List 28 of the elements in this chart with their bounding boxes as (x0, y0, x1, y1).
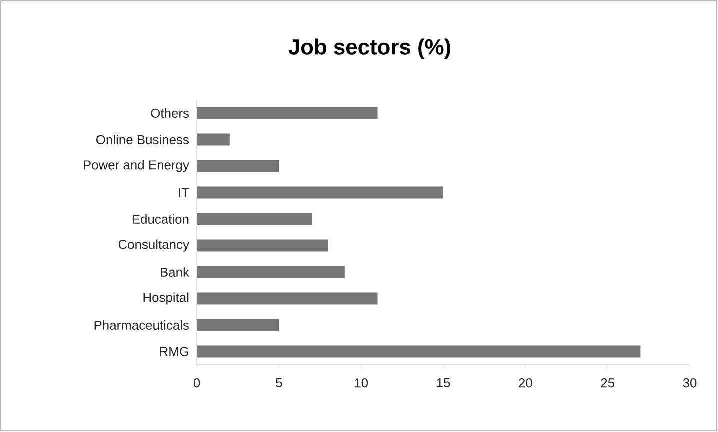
x-tick-label: 20 (519, 378, 532, 388)
bar (197, 240, 328, 252)
bar (197, 134, 230, 146)
bar (197, 213, 312, 226)
x-tick-label: 10 (355, 378, 368, 388)
x-tick-label: 30 (683, 378, 697, 388)
bar (197, 107, 378, 120)
y-tick-label: Consultancy (118, 240, 190, 252)
y-tick-label: Pharmaceuticals (94, 320, 190, 330)
y-tick-label: Bank (161, 267, 190, 278)
bar (197, 160, 280, 172)
bar (197, 266, 345, 278)
y-tick-label: Others (151, 108, 190, 118)
x-tick-label: 25 (601, 378, 614, 388)
x-tick-label: 0 (194, 378, 200, 388)
y-tick-label: Education (132, 214, 189, 224)
y-tick-label: Hospital (144, 292, 189, 305)
chart-title: Job sectors (%) (288, 38, 450, 60)
x-tick-label: 5 (276, 378, 282, 388)
y-tick-label: Power and Energy (84, 160, 190, 172)
y-tick-label: RMG (160, 347, 189, 356)
bar (197, 292, 378, 305)
y-tick-label: IT (179, 188, 190, 198)
bar (197, 319, 280, 332)
bar (197, 186, 444, 199)
x-tick-label: 15 (437, 378, 450, 388)
y-tick-label: Online Business (96, 134, 189, 145)
bar (197, 346, 641, 358)
